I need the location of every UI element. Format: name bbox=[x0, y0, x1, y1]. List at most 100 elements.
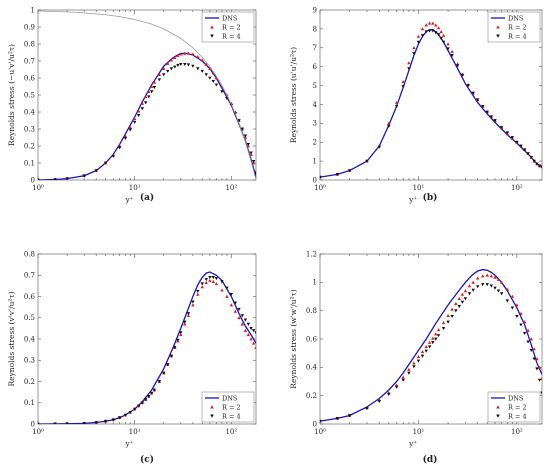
data-point-r4 bbox=[157, 78, 162, 82]
data-point-r4 bbox=[540, 391, 542, 395]
series-group bbox=[38, 271, 256, 424]
data-point-r4 bbox=[143, 398, 148, 402]
data-point-r4 bbox=[204, 73, 208, 77]
data-point-r4 bbox=[427, 29, 432, 33]
data-point-r4 bbox=[162, 73, 166, 77]
data-point-r4 bbox=[519, 323, 523, 327]
y-tick-label: 0.9 bbox=[24, 23, 35, 31]
y-tick-label: 0.3 bbox=[24, 125, 35, 133]
data-point-r4 bbox=[82, 174, 86, 178]
data-point-r4 bbox=[436, 334, 441, 338]
data-point-r4 bbox=[200, 69, 204, 73]
legend-label: R = 2 bbox=[508, 23, 527, 31]
plot-frame bbox=[319, 9, 543, 181]
data-point-r4 bbox=[416, 40, 421, 44]
data-point-r4 bbox=[481, 104, 485, 109]
data-point-r4 bbox=[103, 161, 108, 165]
data-point-r4 bbox=[424, 349, 428, 353]
data-point-r2 bbox=[140, 101, 145, 105]
data-point-r2 bbox=[519, 311, 523, 315]
data-point-r4 bbox=[162, 371, 166, 375]
data-point-r4 bbox=[377, 145, 381, 149]
data-point-r4 bbox=[149, 90, 154, 94]
data-point-r4 bbox=[489, 284, 494, 288]
data-point-r4 bbox=[335, 416, 340, 421]
data-point-r4 bbox=[136, 404, 141, 408]
data-point-r2 bbox=[427, 340, 432, 344]
x-tick-label: 10² bbox=[225, 428, 237, 436]
data-point-r4 bbox=[526, 340, 530, 344]
data-point-r2 bbox=[540, 376, 542, 381]
y-tick-label: 7 bbox=[313, 44, 317, 52]
data-point-r4 bbox=[214, 277, 219, 281]
data-point-r4 bbox=[515, 140, 519, 144]
y-tick-label: 6 bbox=[313, 63, 318, 71]
data-point-r4 bbox=[496, 289, 501, 293]
data-point-r2 bbox=[136, 109, 141, 113]
data-point-r4 bbox=[229, 293, 234, 297]
data-point-r4 bbox=[412, 365, 416, 369]
data-point-r2 bbox=[186, 313, 191, 317]
data-point-r4 bbox=[499, 292, 504, 296]
x-axis-label: y⁺ bbox=[124, 195, 133, 204]
data-point-r4 bbox=[460, 73, 465, 77]
data-point-r4 bbox=[117, 146, 122, 150]
data-point-r4 bbox=[254, 171, 256, 175]
data-point-r4 bbox=[220, 280, 224, 284]
x-tick-label: 10¹ bbox=[129, 428, 141, 436]
data-point-r2 bbox=[211, 279, 215, 283]
data-point-r4 bbox=[441, 327, 446, 331]
data-point-r4 bbox=[179, 63, 183, 67]
y-tick-label: 0.8 bbox=[24, 40, 35, 48]
data-point-r4 bbox=[65, 422, 69, 424]
data-point-r2 bbox=[401, 375, 405, 379]
data-point-r2 bbox=[246, 333, 251, 337]
y-tick-label: 0 bbox=[313, 176, 317, 184]
x-axis-label: y⁺ bbox=[408, 195, 417, 204]
data-point-r4 bbox=[394, 385, 399, 389]
data-point-r4 bbox=[467, 292, 472, 296]
data-point-r4 bbox=[401, 378, 405, 382]
data-point-r2 bbox=[476, 276, 480, 280]
data-point-r4 bbox=[532, 159, 536, 163]
data-point-r4 bbox=[225, 97, 229, 101]
y-tick-label: 0.4 bbox=[24, 335, 36, 343]
data-point-r2 bbox=[537, 365, 542, 369]
data-point-r4 bbox=[420, 34, 425, 38]
legend-swatch-r2 bbox=[210, 25, 214, 29]
data-point-r4 bbox=[540, 165, 542, 169]
data-point-r4 bbox=[191, 64, 195, 68]
data-point-r2 bbox=[489, 274, 494, 278]
data-point-r2 bbox=[196, 55, 200, 59]
data-point-r4 bbox=[166, 69, 170, 73]
data-point-r4 bbox=[535, 367, 539, 371]
data-point-r4 bbox=[450, 53, 454, 58]
data-point-r2 bbox=[157, 72, 162, 76]
x-tick-label: 10¹ bbox=[129, 184, 141, 192]
data-point-r2 bbox=[434, 23, 438, 27]
y-tick-label: 1 bbox=[313, 279, 317, 287]
data-point-r2 bbox=[441, 321, 446, 325]
data-point-r2 bbox=[229, 303, 234, 307]
y-tick-label: 0.2 bbox=[24, 378, 35, 386]
data-point-r4 bbox=[537, 164, 542, 168]
legend-label: DNS bbox=[222, 14, 237, 22]
data-point-r4 bbox=[347, 169, 352, 173]
data-point-r4 bbox=[471, 288, 475, 292]
data-point-r2 bbox=[394, 383, 399, 387]
data-point-r2 bbox=[208, 66, 212, 71]
data-point-r4 bbox=[214, 83, 219, 87]
data-point-r4 bbox=[147, 95, 151, 99]
data-point-r4 bbox=[220, 90, 224, 94]
data-point-r2 bbox=[191, 52, 195, 56]
legend-swatch-r4 bbox=[496, 34, 500, 38]
legend-swatch-r2 bbox=[496, 25, 500, 29]
x-tick-label: 10² bbox=[511, 184, 523, 192]
panel-3: 0 0.1 0.2 0.3 0.4 0.5 0.6 0.7 0.8 10⁰ 10¹ 10² y⁺ Reyn… bbox=[7, 250, 257, 465]
data-point-r2 bbox=[529, 337, 533, 341]
data-point-r2 bbox=[434, 332, 438, 336]
x-tick-label: 10⁰ bbox=[314, 428, 326, 436]
data-point-r4 bbox=[243, 134, 248, 138]
data-point-r4 bbox=[471, 91, 475, 95]
legend-swatch-r4 bbox=[210, 414, 214, 418]
